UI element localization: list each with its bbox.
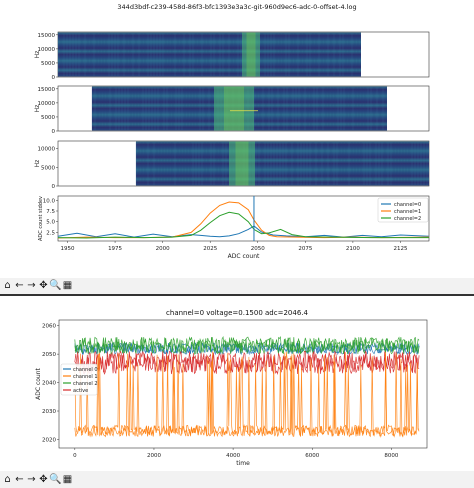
back-icon[interactable]: ←	[15, 280, 24, 291]
spectrogram-panel: 0 5000 10000 15000 Hz	[34, 85, 430, 135]
y-tick-label: 5000	[41, 165, 55, 171]
x-axis-label: time	[236, 460, 250, 467]
y-tick-label: 15000	[38, 33, 56, 39]
spectrogram-hot-band	[214, 86, 254, 131]
y-tick-label: 2030	[42, 409, 56, 415]
y-tick-label: 5000	[41, 115, 55, 121]
y-tick-label: 10000	[38, 47, 56, 53]
x-tick-label: 2075	[298, 246, 312, 252]
legend-label: channel=2	[394, 216, 421, 222]
y-axis-label: Hz	[34, 160, 41, 168]
series-line-channel=2	[57, 211, 429, 239]
home-icon[interactable]: ⌂	[4, 473, 11, 485]
spectrogram-panels: 0 5000 10000 15000 Hz 0 5000 10000 15000 Hz 0 5000 1…	[34, 31, 430, 190]
x-tick-label: 2025	[203, 246, 217, 252]
navigation-toolbar-2: ⌂ ← → ✥ 🔍 ▦	[0, 471, 474, 488]
y-tick-label: 2040	[42, 381, 56, 387]
y-tick-label: 10000	[38, 147, 56, 153]
timeseries-title: channel=0 voltage=0.1500 adc=2046.4	[166, 309, 308, 317]
y-tick-label: 2.5	[46, 230, 55, 236]
y-tick-label: 2020	[42, 437, 56, 443]
legend-label: channel=1	[394, 209, 421, 215]
x-tick-label: 2000	[147, 453, 161, 459]
spectrogram-hot-core	[235, 141, 249, 186]
legend-label: channel 2	[73, 381, 98, 387]
spectrogram-panel: 0 5000 10000 Hz	[34, 140, 430, 190]
y-tick-label: 10000	[38, 101, 56, 107]
y-axis-label: Hz	[34, 51, 41, 59]
timeseries-figure: channel=0 voltage=0.1500 adc=2046.4 0 200…	[35, 309, 428, 467]
y-tick-label: 2050	[42, 352, 56, 358]
y-tick-label: 0	[52, 129, 56, 135]
x-tick-label: 1975	[108, 246, 122, 252]
x-tick-label: 2100	[346, 246, 360, 252]
y-axis-label: ADC count stddev	[38, 196, 44, 241]
x-tick-label: 1950	[61, 246, 75, 252]
x-tick-label: 0	[73, 453, 77, 459]
figure-suptitle: 344d3bdf-c239-458d-86f3-bfc1393e3a3c-git…	[117, 3, 356, 11]
x-tick-label: 8000	[384, 453, 398, 459]
forward-icon[interactable]: →	[27, 280, 36, 291]
series-line-active	[74, 350, 420, 375]
subplots-icon[interactable]: ▦	[62, 280, 73, 291]
legend-label: channel 1	[73, 374, 98, 380]
spectrogram-hot-core	[246, 32, 256, 77]
pan-icon[interactable]: ✥	[39, 473, 48, 485]
figure-window-1: 344d3bdf-c239-458d-86f3-bfc1393e3a3c-git…	[34, 3, 430, 260]
x-tick-label: 4000	[226, 453, 240, 459]
spectrogram-hot-band	[229, 141, 255, 186]
spectrogram-image	[58, 32, 361, 77]
stddev-plot: 1950 1975 2000 2025 2050 2075 2100 2125 2.5 5.0 7.…	[38, 195, 430, 260]
zoom-icon[interactable]: 🔍	[49, 473, 62, 485]
zoom-icon[interactable]: 🔍	[49, 280, 62, 291]
y-tick-label: 0	[52, 75, 56, 81]
series-line-channel-1	[74, 351, 420, 438]
y-axis-label: ADC count	[35, 367, 42, 399]
stddev-axes-frame	[57, 195, 430, 242]
y-tick-label: 10.0	[43, 198, 56, 204]
timeseries-plot: 0 2000 4000 6000 8000 2020 2030 2040 2050 2060 tim…	[35, 319, 428, 467]
y-axis-label: Hz	[34, 105, 41, 113]
x-tick-label: 2050	[251, 246, 265, 252]
y-tick-label: 7.5	[46, 209, 55, 215]
legend-label: channel=0	[394, 202, 421, 208]
navigation-toolbar-1: ⌂ ← → ✥ 🔍 ▦	[0, 278, 474, 294]
legend-label: channel 0	[73, 367, 98, 373]
pan-icon[interactable]: ✥	[39, 280, 48, 291]
spectrogram-hot-core	[224, 86, 244, 131]
figure-window-2: channel=0 voltage=0.1500 adc=2046.4 0 200…	[0, 296, 474, 471]
spectrogram-image	[136, 141, 429, 186]
subplots-icon[interactable]: ▦	[62, 473, 73, 485]
series-line-channel-2	[74, 336, 420, 356]
y-tick-label: 5.0	[46, 220, 55, 226]
forward-icon[interactable]: →	[27, 473, 36, 485]
y-tick-label: 5000	[41, 61, 55, 67]
spectrogram-figure: 344d3bdf-c239-458d-86f3-bfc1393e3a3c-git…	[34, 3, 430, 260]
x-tick-label: 2125	[393, 246, 407, 252]
spectrogram-panel: 0 5000 10000 15000 Hz	[34, 31, 430, 81]
x-tick-label: 2000	[156, 246, 170, 252]
y-tick-label: 2060	[42, 324, 56, 330]
back-icon[interactable]: ←	[15, 473, 24, 485]
series-line-channel-0	[74, 341, 420, 356]
y-tick-label: 0	[52, 184, 56, 190]
x-tick-label: 6000	[305, 453, 319, 459]
spectrogram-hot-band	[242, 32, 260, 77]
y-tick-label: 15000	[38, 87, 56, 93]
legend-label: active	[73, 388, 88, 394]
legend-box	[60, 363, 98, 396]
x-axis-label: ADC count	[228, 253, 260, 260]
window-divider	[0, 294, 474, 296]
home-icon[interactable]: ⌂	[4, 280, 11, 291]
